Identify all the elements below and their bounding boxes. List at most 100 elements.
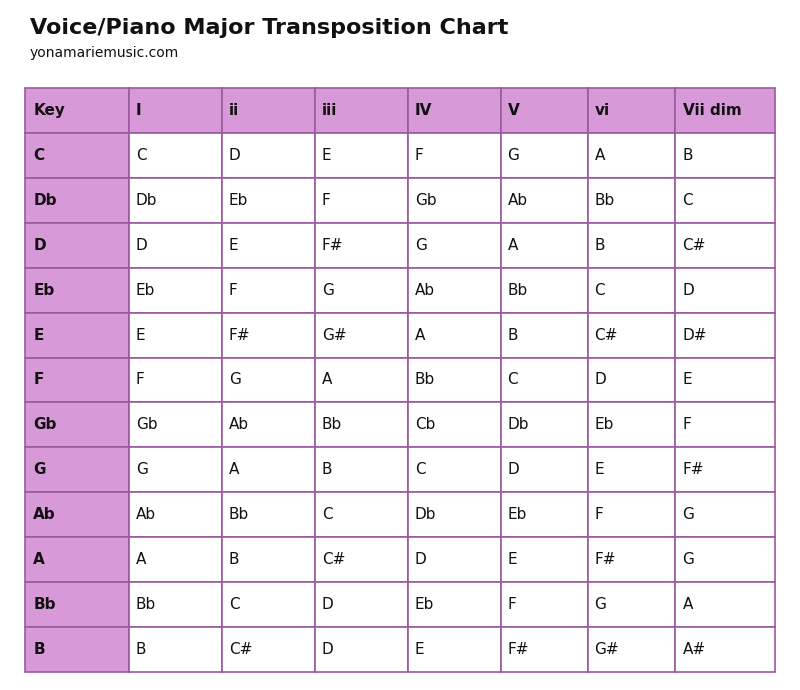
Text: C#: C# <box>594 328 618 342</box>
Text: Db: Db <box>415 507 437 522</box>
Bar <box>674 492 775 538</box>
Text: C: C <box>507 373 518 388</box>
Bar <box>674 223 775 268</box>
Text: G: G <box>136 462 148 477</box>
Bar <box>501 627 587 672</box>
Text: A: A <box>322 373 332 388</box>
Bar <box>587 402 674 447</box>
Bar <box>314 582 407 627</box>
Bar <box>674 357 775 402</box>
Bar <box>314 268 407 313</box>
Bar <box>587 492 674 538</box>
Text: Eb: Eb <box>507 507 527 522</box>
Bar <box>674 447 775 492</box>
Bar <box>587 133 674 178</box>
Bar <box>314 88 407 133</box>
Bar <box>222 492 314 538</box>
Bar <box>314 627 407 672</box>
Text: vi: vi <box>594 103 610 118</box>
Text: Gb: Gb <box>136 417 158 433</box>
Text: E: E <box>507 552 517 567</box>
Text: F: F <box>136 373 145 388</box>
Text: G: G <box>229 373 241 388</box>
Bar <box>25 582 129 627</box>
Bar <box>587 447 674 492</box>
Bar <box>222 313 314 357</box>
Text: G: G <box>34 462 46 477</box>
Text: G: G <box>682 507 694 522</box>
Text: Eb: Eb <box>34 283 54 297</box>
Bar <box>501 492 587 538</box>
Bar <box>129 313 222 357</box>
Bar <box>587 582 674 627</box>
Text: Eb: Eb <box>136 283 155 297</box>
Text: C: C <box>34 148 45 163</box>
Text: G: G <box>682 552 694 567</box>
Text: G: G <box>322 283 334 297</box>
Text: F#: F# <box>682 462 704 477</box>
Bar <box>587 268 674 313</box>
Bar <box>222 447 314 492</box>
Text: A: A <box>34 552 45 567</box>
Bar <box>501 133 587 178</box>
Text: B: B <box>136 642 146 657</box>
Bar <box>314 447 407 492</box>
Bar <box>501 223 587 268</box>
Text: C#: C# <box>322 552 346 567</box>
Bar <box>501 268 587 313</box>
Bar <box>129 88 222 133</box>
Text: V: V <box>507 103 519 118</box>
Bar <box>25 402 129 447</box>
Text: E: E <box>136 328 146 342</box>
Text: Bb: Bb <box>322 417 342 433</box>
Bar <box>25 357 129 402</box>
Text: E: E <box>322 148 331 163</box>
Bar <box>222 402 314 447</box>
Bar <box>407 133 501 178</box>
Text: G#: G# <box>594 642 619 657</box>
Text: Ab: Ab <box>136 507 156 522</box>
Bar <box>222 178 314 223</box>
Text: Eb: Eb <box>229 193 248 208</box>
Bar <box>674 268 775 313</box>
Text: F: F <box>594 507 603 522</box>
Bar <box>407 178 501 223</box>
Bar <box>314 357 407 402</box>
Bar <box>587 357 674 402</box>
Text: D: D <box>415 552 426 567</box>
Text: C: C <box>415 462 426 477</box>
Text: B: B <box>34 642 45 657</box>
Text: D: D <box>136 238 148 253</box>
Bar <box>314 538 407 582</box>
Text: Bb: Bb <box>507 283 528 297</box>
Bar <box>222 88 314 133</box>
Bar <box>222 133 314 178</box>
Text: Cb: Cb <box>415 417 435 433</box>
Bar <box>587 88 674 133</box>
Bar <box>314 313 407 357</box>
Text: Vii dim: Vii dim <box>682 103 742 118</box>
Text: F#: F# <box>322 238 343 253</box>
Text: D: D <box>682 283 694 297</box>
Bar <box>129 447 222 492</box>
Bar <box>501 357 587 402</box>
Text: D: D <box>507 462 519 477</box>
Text: Ab: Ab <box>34 507 56 522</box>
Bar <box>587 313 674 357</box>
Text: B: B <box>507 328 518 342</box>
Text: D: D <box>229 148 241 163</box>
Text: C#: C# <box>229 642 252 657</box>
Bar <box>129 223 222 268</box>
Bar <box>129 538 222 582</box>
Text: A: A <box>136 552 146 567</box>
Text: Gb: Gb <box>34 417 57 433</box>
Text: Bb: Bb <box>34 597 56 612</box>
Text: D: D <box>322 597 334 612</box>
Bar <box>222 357 314 402</box>
Text: E: E <box>229 238 238 253</box>
Bar <box>407 313 501 357</box>
Bar <box>314 492 407 538</box>
Text: Ab: Ab <box>415 283 435 297</box>
Bar <box>25 492 129 538</box>
Text: Bb: Bb <box>229 507 249 522</box>
